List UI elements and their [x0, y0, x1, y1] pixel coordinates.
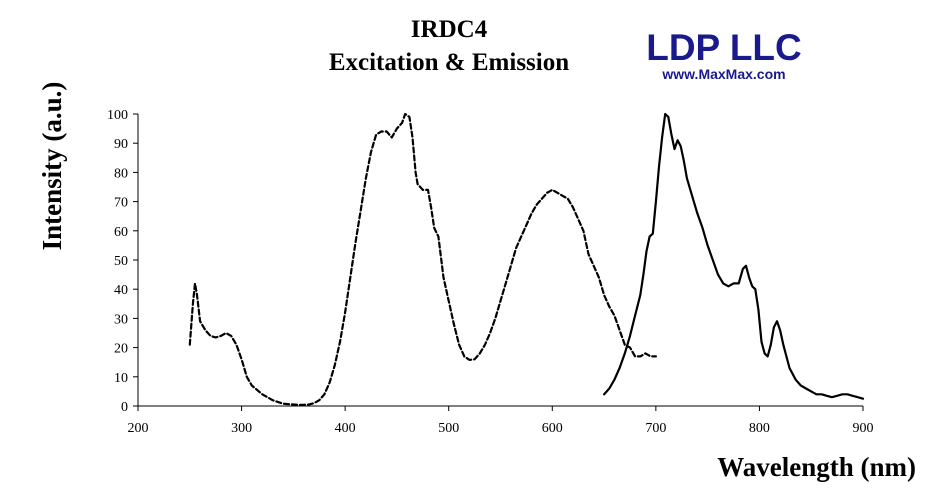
y-tick-label: 80 [114, 166, 128, 181]
x-tick-label: 800 [749, 421, 770, 436]
emission-series-line [602, 112, 865, 400]
axes: 0 10 20 30 40 50 60 70 80 90 100 200 300 400 500 600 700… [107, 108, 874, 436]
y-tick-label: 70 [114, 196, 128, 211]
y-tick-label: 100 [107, 108, 128, 123]
x-tick-label: 600 [542, 421, 563, 436]
y-tick-label: 40 [114, 283, 128, 298]
y-tick-label: 10 [114, 371, 128, 386]
y-tick-label: 60 [114, 225, 128, 240]
series-layer [188, 112, 865, 406]
excitation-series-line [188, 112, 658, 406]
x-tick-label: 300 [231, 421, 252, 436]
x-tick-label: 400 [335, 421, 356, 436]
x-tick-label: 200 [128, 421, 149, 436]
x-tick-label: 900 [853, 421, 874, 436]
y-tick-label: 30 [114, 312, 128, 327]
y-tick-label: 90 [114, 137, 128, 152]
logo-website: www.MaxMax.com [661, 66, 785, 82]
x-tick-label: 500 [438, 421, 459, 436]
logo-company: LDP LLC [646, 27, 802, 68]
logo: LDP LLC www.MaxMax.com [646, 27, 802, 82]
chart-subtitle: Excitation & Emission [329, 49, 569, 76]
y-axis-label: Intensity (a.u.) [37, 82, 67, 251]
y-tick-label: 50 [114, 254, 128, 269]
x-tick-label: 700 [645, 421, 666, 436]
x-axis-label: Wavelength (nm) [717, 452, 916, 482]
y-tick-label: 0 [121, 400, 128, 415]
y-tick-label: 20 [114, 342, 128, 357]
chart-title: IRDC4 [411, 16, 488, 43]
